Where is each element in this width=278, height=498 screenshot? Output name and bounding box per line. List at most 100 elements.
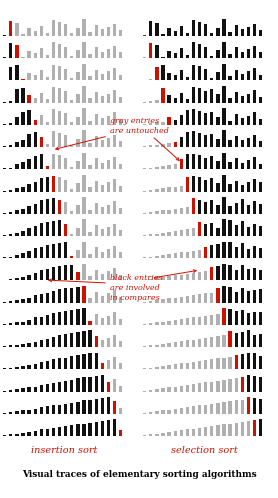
Bar <box>52 109 55 125</box>
Bar <box>180 70 183 81</box>
Bar <box>58 200 61 214</box>
Bar <box>107 271 110 280</box>
Bar <box>119 364 122 370</box>
Bar <box>46 33 49 36</box>
Bar <box>253 46 256 58</box>
Bar <box>192 87 195 103</box>
Bar <box>21 231 25 236</box>
Bar <box>235 136 238 147</box>
Bar <box>155 278 158 280</box>
Bar <box>216 28 220 36</box>
Bar <box>82 197 86 214</box>
Bar <box>58 66 61 81</box>
Bar <box>240 422 244 436</box>
Bar <box>70 211 73 214</box>
Bar <box>149 235 152 236</box>
Bar <box>235 25 238 36</box>
Bar <box>216 94 220 103</box>
Bar <box>143 213 146 214</box>
Bar <box>34 98 37 103</box>
Bar <box>198 111 201 125</box>
Bar <box>58 359 61 370</box>
Bar <box>70 78 73 81</box>
Bar <box>247 397 250 414</box>
Bar <box>198 294 201 303</box>
Bar <box>70 255 73 258</box>
Bar <box>259 141 262 147</box>
Bar <box>107 316 110 325</box>
Bar <box>149 21 152 36</box>
Bar <box>70 403 73 414</box>
Bar <box>259 312 262 325</box>
Bar <box>101 230 104 236</box>
Bar <box>46 222 49 236</box>
Bar <box>113 179 116 192</box>
Bar <box>113 290 116 303</box>
Bar <box>119 30 122 36</box>
Bar <box>70 33 73 36</box>
Bar <box>28 110 31 125</box>
Bar <box>229 264 232 280</box>
Bar <box>161 277 165 280</box>
Bar <box>222 402 226 414</box>
Bar <box>46 99 49 103</box>
Bar <box>15 188 19 192</box>
Bar <box>76 161 80 169</box>
Bar <box>82 423 86 436</box>
Bar <box>180 137 183 147</box>
Bar <box>21 34 25 36</box>
Bar <box>70 425 73 436</box>
Bar <box>101 140 104 147</box>
Bar <box>95 422 98 436</box>
Bar <box>143 413 146 414</box>
Text: selection sort: selection sort <box>171 446 237 455</box>
Bar <box>76 332 80 347</box>
Bar <box>21 433 25 436</box>
Bar <box>229 99 232 103</box>
Bar <box>76 272 80 280</box>
Bar <box>247 94 250 103</box>
Bar <box>21 388 25 391</box>
Bar <box>173 320 177 325</box>
Bar <box>21 57 25 58</box>
Bar <box>222 264 226 280</box>
Bar <box>240 310 244 325</box>
Bar <box>101 274 104 280</box>
Bar <box>64 46 67 58</box>
Bar <box>76 72 80 81</box>
Bar <box>192 42 195 58</box>
Bar <box>15 118 19 125</box>
Bar <box>64 158 67 169</box>
Bar <box>88 232 92 236</box>
Bar <box>173 409 177 414</box>
Bar <box>180 297 183 303</box>
Bar <box>204 224 207 236</box>
Bar <box>222 86 226 103</box>
Bar <box>58 155 61 169</box>
Bar <box>82 264 86 280</box>
Bar <box>3 80 6 81</box>
Bar <box>88 54 92 58</box>
Bar <box>9 21 13 36</box>
Bar <box>186 177 189 192</box>
Bar <box>198 66 201 81</box>
Bar <box>180 115 183 125</box>
Bar <box>46 361 49 370</box>
Bar <box>247 269 250 280</box>
Bar <box>119 119 122 125</box>
Bar <box>15 211 19 214</box>
Bar <box>107 360 110 370</box>
Bar <box>34 248 37 258</box>
Bar <box>15 300 19 303</box>
Bar <box>173 142 177 147</box>
Bar <box>253 398 256 414</box>
Bar <box>46 315 49 325</box>
Bar <box>88 165 92 169</box>
Bar <box>82 377 86 391</box>
Bar <box>95 70 98 81</box>
Bar <box>173 187 177 192</box>
Bar <box>58 44 61 58</box>
Bar <box>229 162 232 169</box>
Bar <box>210 426 214 436</box>
Bar <box>107 205 110 214</box>
